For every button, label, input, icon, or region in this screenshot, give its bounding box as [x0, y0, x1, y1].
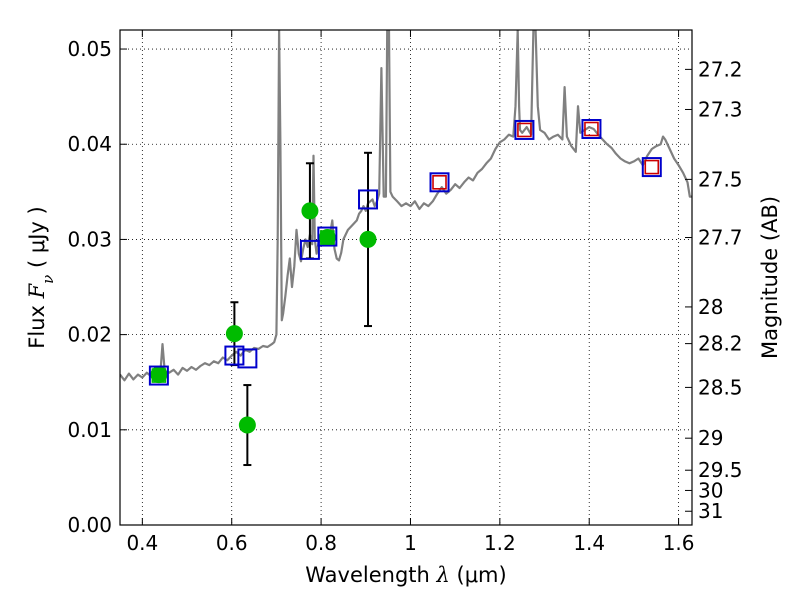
y2-axis-label: Magnitude (AB): [758, 196, 782, 359]
mag-tick-label: 27.3: [698, 97, 743, 121]
y-label-part: Flux: [25, 298, 49, 348]
x-tick-label: 1.2: [484, 531, 516, 555]
photometry-square: [151, 368, 167, 383]
y-tick-label: 0.01: [67, 418, 112, 442]
photometry-square: [517, 122, 532, 138]
mag-tick-label: 27.2: [698, 57, 743, 81]
mag-tick-label: 29.5: [698, 458, 743, 482]
photometry-point: [318, 229, 336, 247]
mag-tick-label: 28: [698, 295, 723, 319]
photometry-point: [238, 416, 256, 434]
mag-tick-label: 31: [698, 499, 723, 523]
mag-tick-label: 27.7: [698, 226, 743, 250]
mag-tick-label: 27.5: [698, 167, 743, 191]
markers: [148, 119, 662, 467]
x-axis-label: Wavelength λ (μm): [305, 563, 506, 587]
model-square: [641, 157, 662, 178]
model-square: [429, 172, 450, 193]
model-square: [358, 189, 379, 210]
x-tick-label: 0.6: [216, 531, 248, 555]
plot-frame: [119, 29, 693, 526]
photometry-square: [644, 159, 660, 175]
photometry-point: [225, 325, 243, 343]
y-tick-label: 0.04: [67, 132, 112, 156]
x-tick-label: 1.6: [663, 531, 695, 555]
y-tick-label: 0.05: [67, 37, 112, 61]
x-label-part: Wavelength: [305, 563, 436, 587]
mag-tick-label: 30: [698, 478, 723, 502]
y-tick-label: 0.03: [67, 227, 112, 251]
ticks: 0.4 0.6 0.8 1 1.2 1.4 1.6 0.00 0.01 0.02 0.03 0.04 0…: [67, 30, 743, 555]
model-square: [317, 226, 338, 247]
x-tick-label: 1.4: [573, 531, 605, 555]
x-tick-label: 0.8: [305, 531, 337, 555]
mag-tick-label: 28.5: [698, 375, 743, 399]
y-tick-label: 0.02: [67, 323, 112, 347]
photometry-point: [359, 230, 377, 248]
y-label-part: ν: [39, 275, 57, 284]
grid: [120, 30, 692, 525]
y-tick-label: 0.00: [67, 513, 112, 537]
photometry-square: [432, 175, 447, 190]
photometry-square: [320, 230, 335, 245]
x-tick-label: 1: [404, 531, 417, 555]
x-label-part: (μm): [450, 563, 507, 587]
model-square: [224, 345, 245, 366]
mag-tick-label: 28.2: [698, 332, 743, 356]
model-square: [514, 119, 535, 140]
spectrum-line: [120, 30, 692, 382]
plot-area: [120, 30, 692, 382]
y-label-part: F: [25, 282, 49, 299]
y-axis-label: Flux Fν ( μJy ): [25, 206, 57, 348]
x-label-part: λ: [436, 563, 450, 587]
x-tick-label: 0.4: [126, 531, 158, 555]
mag-tick-label: 29: [698, 426, 723, 450]
model-square: [237, 348, 258, 369]
model-square: [299, 239, 320, 260]
photometry-point: [301, 202, 319, 220]
y-label-part: ( μJy ): [25, 206, 49, 274]
model-square: [148, 365, 169, 386]
photometry-square: [584, 121, 599, 137]
model-square: [581, 119, 602, 139]
